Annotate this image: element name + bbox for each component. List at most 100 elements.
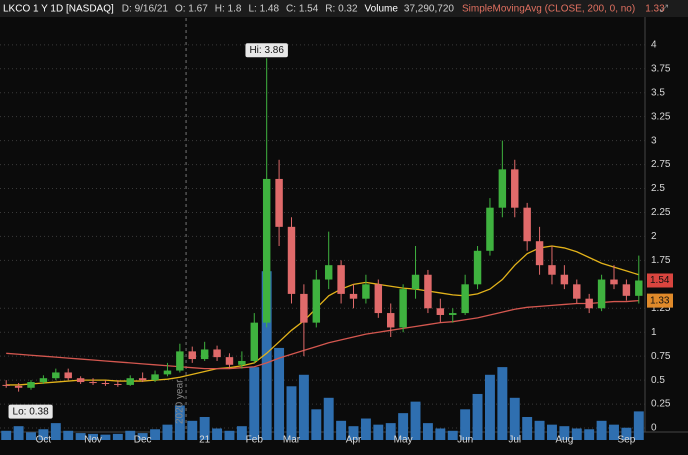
candle-body (64, 372, 72, 379)
candle-body (39, 378, 48, 383)
volume-bar (621, 427, 632, 440)
header-text: 37,290,720 (404, 4, 454, 15)
x-tick-label: Jul (508, 435, 521, 446)
price-tag-label: 1.54 (650, 275, 670, 286)
volume-bar (633, 411, 644, 440)
y-tick-label: 3.25 (651, 111, 671, 122)
volume-bar (410, 401, 421, 440)
header-text: 1.33 (645, 4, 665, 15)
price-tag (647, 273, 673, 288)
candle-body (498, 169, 507, 208)
volume-bar (460, 409, 471, 440)
volume-bar (13, 426, 24, 440)
candle-body (461, 284, 469, 314)
x-tick-label: Aug (555, 435, 573, 446)
candle-body (473, 250, 482, 285)
volume-bar (174, 405, 185, 440)
header-text: L: 1.48 (248, 4, 279, 15)
volume-bar (534, 420, 545, 440)
candle-body (535, 241, 544, 266)
y-tick-label: 1.75 (651, 255, 671, 266)
candle-body (163, 370, 172, 375)
price-tag (647, 293, 673, 308)
candle-body (387, 313, 395, 328)
candle-body (275, 178, 283, 227)
volume-bar (484, 374, 495, 440)
volume-bar (286, 386, 297, 440)
y-tick-label: 1.25 (651, 303, 671, 314)
volume-bar (236, 426, 247, 440)
candle-body (188, 351, 196, 360)
candle-body (287, 226, 296, 294)
x-tick-label: May (394, 435, 413, 446)
x-tick-label: 21 (199, 435, 211, 446)
candle-body (138, 378, 147, 381)
volume-bar (26, 432, 36, 440)
volume-bar (547, 424, 557, 440)
header-bar (0, 0, 688, 17)
annotation-label: Hi: 3.86 (249, 45, 284, 56)
x-tick-label: Jun (457, 435, 473, 446)
x-tick-label: Feb (246, 435, 264, 446)
y-tick-label: 0.25 (651, 399, 671, 410)
header-text: C: 1.54 (286, 4, 319, 15)
candle-body (511, 169, 519, 208)
x-tick-label: Sep (617, 435, 635, 446)
moving-average (6, 245, 639, 386)
y-tick-label: 3 (651, 135, 657, 146)
candle-body (101, 382, 110, 384)
volume-bar (584, 429, 595, 440)
header-text: Volume (365, 4, 399, 15)
candle-body (486, 207, 494, 251)
volume-bar (348, 426, 359, 440)
y-tick-label: 3.5 (651, 87, 665, 98)
header-text: H: 1.8 (215, 4, 242, 15)
x-tick-label: Apr (346, 435, 362, 446)
volume-bar (385, 423, 396, 440)
candle-body (27, 382, 35, 388)
volume-bar (522, 416, 533, 440)
volume-bar (336, 420, 347, 440)
candle-body (250, 322, 258, 361)
candle-body (126, 378, 134, 385)
candle-body (374, 284, 383, 314)
candle-body (436, 308, 445, 315)
volume-bar (596, 420, 607, 440)
x-tick-label: Mar (283, 435, 301, 446)
candle-body (238, 360, 246, 365)
volume-bar (100, 434, 111, 440)
candle-body (76, 378, 85, 383)
candle-body (89, 382, 97, 384)
header-text: R: 0.32 (325, 4, 358, 15)
candle-body (635, 280, 643, 296)
candle-body (151, 374, 159, 381)
x-tick-label: Oct (36, 435, 52, 446)
candle-body (622, 284, 631, 296)
candle-body (300, 293, 308, 323)
scale-icon[interactable]: ⤢ (660, 4, 668, 15)
candle-body (52, 372, 60, 379)
volume-bar (360, 418, 371, 440)
candle-body (523, 207, 531, 242)
header-text: SimpleMovingAvg (CLOSE, 200, 0, no) (462, 4, 635, 15)
volume-bar (571, 428, 582, 440)
volume-bar (187, 420, 198, 440)
candle-body (411, 274, 420, 290)
volume-bar (311, 409, 322, 440)
volume-bar (298, 374, 309, 440)
x-tick-label: Nov (84, 435, 102, 446)
candle-body (610, 279, 618, 285)
volume-bar (472, 393, 483, 440)
annotation-box (245, 43, 288, 58)
header-text: D: 9/16/21 (122, 4, 169, 15)
volume-bar (509, 397, 520, 440)
candle-body (312, 279, 321, 323)
volume-bar (75, 433, 86, 440)
y-tick-label: 2.75 (651, 159, 671, 170)
volume-bar (435, 428, 446, 440)
volume-bar (212, 428, 223, 440)
volume-bar (224, 430, 235, 440)
candle-body (597, 279, 606, 309)
x-tick-label: Dec (134, 435, 152, 446)
